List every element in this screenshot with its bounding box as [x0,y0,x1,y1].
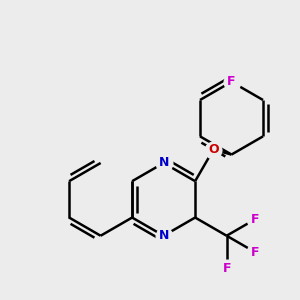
Text: O: O [208,143,219,156]
Text: F: F [227,75,236,88]
Text: F: F [222,262,231,275]
Text: N: N [158,157,169,169]
Text: F: F [251,213,259,226]
Text: F: F [251,246,259,259]
Text: N: N [158,229,169,242]
